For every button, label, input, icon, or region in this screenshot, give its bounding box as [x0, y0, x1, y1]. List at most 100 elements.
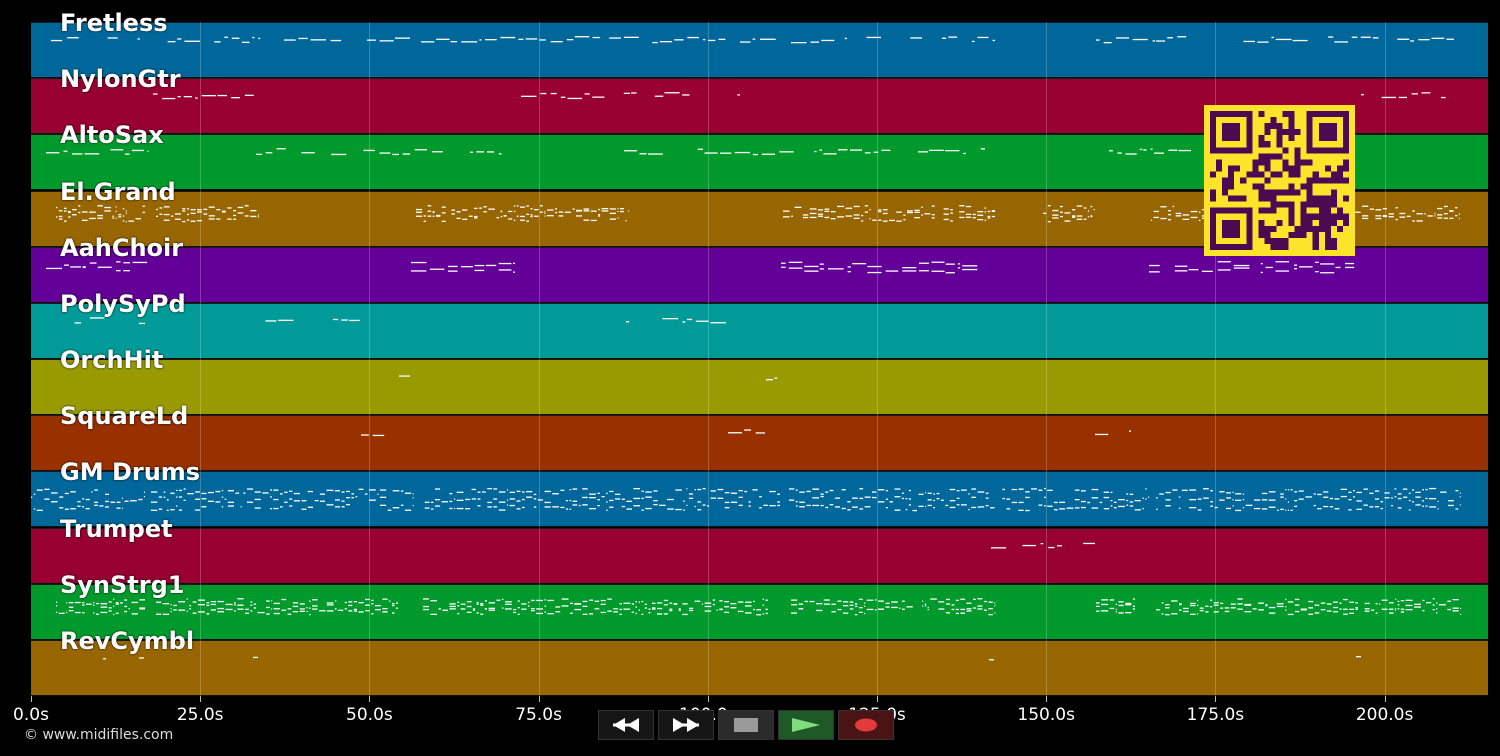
note [1134, 500, 1141, 502]
track-orchhit[interactable]: OrchHit [31, 346, 1488, 416]
note [174, 218, 181, 220]
note [465, 508, 471, 510]
play-button[interactable] [778, 710, 834, 740]
note [789, 499, 795, 502]
note [823, 603, 830, 605]
note [207, 501, 214, 503]
track-revcymbl[interactable]: RevCymbl [31, 627, 1488, 696]
note [371, 612, 374, 615]
note [456, 492, 464, 494]
note [477, 491, 481, 494]
note [552, 493, 559, 495]
note [1237, 608, 1243, 610]
note [843, 604, 849, 606]
note [521, 608, 527, 610]
note [550, 93, 557, 95]
track-fretless[interactable]: Fretless [31, 9, 1488, 79]
note-lane [991, 542, 1095, 548]
note [1113, 502, 1117, 504]
note [100, 606, 108, 608]
note [423, 605, 429, 607]
note [1018, 502, 1024, 504]
note [1011, 502, 1017, 504]
note [635, 612, 637, 614]
note [1351, 36, 1358, 38]
note [812, 497, 819, 499]
note [531, 607, 535, 609]
note [1159, 493, 1164, 496]
note [582, 497, 588, 499]
note [1298, 490, 1304, 493]
note [1101, 609, 1109, 612]
track-trumpet[interactable]: Trumpet [31, 515, 1488, 584]
note [867, 271, 882, 273]
note [910, 37, 923, 39]
note [56, 206, 58, 208]
note [925, 492, 927, 494]
note [829, 504, 834, 506]
note [457, 612, 460, 614]
track-aahchoir[interactable]: AahChoir [31, 234, 1488, 303]
track-synstrg1[interactable]: SynStrg1 [31, 571, 1488, 640]
note [945, 505, 949, 507]
note [896, 220, 902, 222]
note [936, 493, 940, 495]
note [68, 601, 74, 603]
note [456, 210, 461, 212]
note [156, 613, 162, 615]
note [1076, 204, 1083, 207]
note [1115, 603, 1117, 605]
stop-button[interactable] [718, 710, 774, 740]
note [1165, 613, 1170, 615]
note [712, 603, 715, 605]
note [289, 498, 293, 501]
note [292, 601, 299, 604]
note [971, 497, 977, 499]
note [430, 599, 437, 602]
note [151, 501, 158, 504]
note [250, 209, 257, 211]
note [894, 488, 901, 491]
note [1047, 220, 1051, 222]
note [1434, 214, 1436, 216]
note [885, 606, 890, 608]
note [864, 612, 866, 614]
note [1364, 610, 1370, 612]
note [619, 613, 622, 615]
note [540, 93, 547, 95]
note [802, 216, 809, 218]
note [1294, 491, 1298, 493]
note [1156, 497, 1158, 499]
note [843, 612, 849, 614]
track-gm-drums[interactable]: GM Drums [31, 458, 1488, 528]
note [307, 491, 313, 493]
note [544, 212, 546, 214]
note [614, 494, 621, 496]
note [566, 39, 574, 41]
note [1323, 496, 1329, 499]
note [1362, 214, 1369, 216]
note [1437, 216, 1443, 219]
note [943, 207, 949, 210]
note [558, 210, 564, 213]
note [395, 37, 410, 39]
note [864, 496, 871, 499]
note [669, 602, 673, 604]
track-polysypd[interactable]: PolySyPd [31, 290, 1488, 359]
note [1333, 601, 1338, 603]
note [319, 609, 326, 612]
track-squareld[interactable]: SquareLd [31, 402, 1488, 472]
rewind-button[interactable] [598, 710, 654, 740]
note [257, 215, 259, 217]
note [977, 597, 983, 600]
note [412, 493, 414, 495]
note [799, 491, 805, 494]
note [663, 612, 668, 615]
note [270, 489, 272, 491]
note [1118, 499, 1125, 501]
fast-forward-button[interactable] [658, 710, 714, 740]
note [1044, 505, 1046, 507]
note [493, 506, 498, 508]
record-button[interactable] [838, 710, 894, 740]
note [783, 215, 790, 217]
